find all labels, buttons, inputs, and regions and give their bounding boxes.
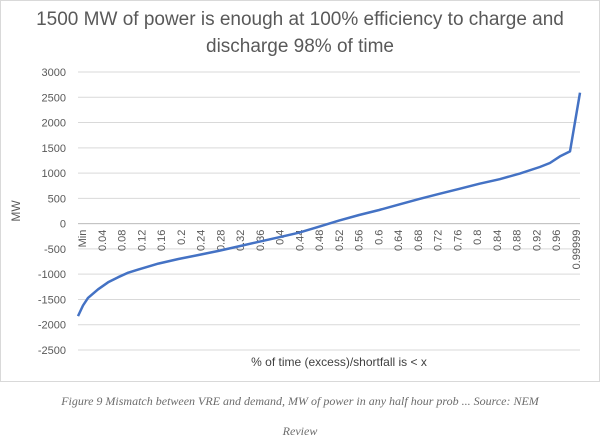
x-tick-label: 0.24 bbox=[196, 230, 208, 251]
x-tick-label: 0.8 bbox=[472, 230, 484, 245]
x-tick-label: 0.08 bbox=[117, 230, 129, 251]
x-tick-label: 0.64 bbox=[393, 230, 405, 251]
x-tick-label: 0.99999 bbox=[571, 230, 583, 270]
x-tick-label: 0.28 bbox=[215, 230, 227, 251]
x-tick-label: 0.96 bbox=[551, 230, 563, 251]
chart-title: 1500 MW of power is enough at 100% effic… bbox=[36, 9, 564, 57]
y-tick-label: -1500 bbox=[38, 294, 66, 306]
y-tick-label: 1000 bbox=[42, 168, 66, 180]
y-tick-label: -2000 bbox=[38, 320, 66, 332]
y-tick-label: -2500 bbox=[38, 345, 66, 357]
line-chart: 3000 2500 2000 1500 1000 500 0 -500 -1000 -1500 -2… bbox=[9, 67, 583, 369]
x-tick-label: 0.92 bbox=[531, 230, 543, 251]
y-tick-label: 2000 bbox=[42, 118, 66, 130]
caption-source: Source: NEM bbox=[473, 394, 539, 408]
y-axis-label: MW bbox=[9, 200, 23, 222]
y-tick-label: -500 bbox=[44, 244, 66, 256]
x-tick-label: 0.76 bbox=[452, 230, 464, 251]
y-tick-label: 2500 bbox=[42, 92, 66, 104]
chart-panel bbox=[0, 0, 600, 382]
y-tick-label: 1500 bbox=[42, 143, 66, 155]
figure-caption: Figure 9 Mismatch between VRE and demand… bbox=[61, 394, 539, 408]
x-tick-label: 0.56 bbox=[354, 230, 366, 251]
y-tick-label: -1000 bbox=[38, 269, 66, 281]
x-axis-label: % of time (excess)/shortfall is < x bbox=[251, 355, 427, 369]
y-tick-label: 500 bbox=[48, 193, 66, 205]
y-tick-label: 0 bbox=[60, 219, 66, 231]
x-tick-label: 0.52 bbox=[334, 230, 346, 251]
x-tick-label: Min bbox=[77, 230, 89, 248]
caption-line-2: Review bbox=[282, 424, 318, 438]
x-tick-label: 0.16 bbox=[156, 230, 168, 251]
x-tick-label: 0.04 bbox=[97, 230, 109, 251]
series-line bbox=[76, 92, 582, 317]
x-tick-label: 0.68 bbox=[413, 230, 425, 251]
x-tick-label: 0.12 bbox=[136, 230, 148, 251]
x-tick-label: 0.2 bbox=[176, 230, 188, 245]
x-tick-label: 0.72 bbox=[433, 230, 445, 251]
x-tick-label: 0.84 bbox=[492, 230, 504, 251]
caption-text: Figure 9 Mismatch between VRE and demand… bbox=[61, 394, 459, 408]
x-tick-label: 0.6 bbox=[373, 230, 385, 245]
x-tick-label: 0.44 bbox=[294, 230, 306, 251]
x-tick-label: 0.88 bbox=[512, 230, 524, 251]
y-tick-label: 3000 bbox=[42, 67, 66, 79]
x-tick-label: 0.48 bbox=[314, 230, 326, 251]
